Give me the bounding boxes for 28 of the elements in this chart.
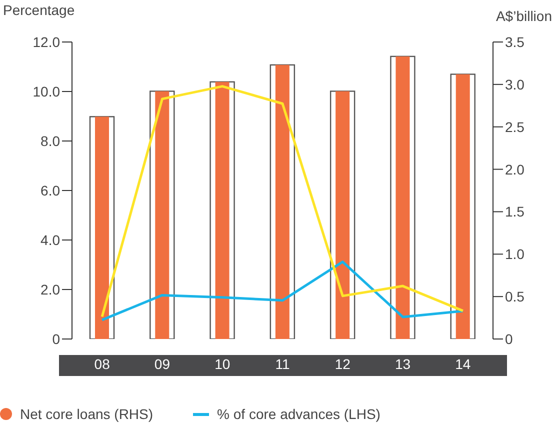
y-tick-label: 4.0	[40, 232, 60, 248]
x-tick-label: 08	[94, 356, 110, 372]
line-series	[100, 260, 464, 322]
y-tick-label: 12.0	[32, 34, 60, 50]
y2-tick-label: 0.5	[505, 288, 525, 305]
y-tick-label: 6.0	[40, 182, 60, 198]
y-axis-title: Percentage	[3, 2, 75, 18]
line-series	[100, 85, 464, 318]
y2-axis-title: A$’billion	[496, 8, 552, 24]
x-tick-label: 09	[154, 356, 170, 372]
y2-tick-label: 2.5	[505, 118, 525, 135]
y2-tick-label: 1.0	[505, 246, 525, 262]
x-tick-label: 11	[275, 356, 290, 372]
y-tick-label: 0	[52, 330, 60, 347]
y2-tick-label: 3.0	[505, 76, 525, 92]
legend-label: Net core loans (RHS)	[20, 406, 154, 422]
x-tick-label: 12	[334, 356, 351, 372]
y2-tick-label: 1.5	[505, 204, 525, 220]
y-tick-label: 10.0	[32, 83, 60, 100]
x-tick-label: 14	[455, 356, 471, 372]
y-tick-label: 8.0	[40, 132, 60, 149]
y2-tick-label: 2.0	[505, 161, 525, 178]
y2-tick-label: 3.5	[505, 34, 525, 50]
x-tick-label: 10	[214, 356, 230, 372]
y-tick-label: 2.0	[40, 281, 60, 298]
legend-label: % of core advances (LHS)	[217, 406, 380, 422]
x-tick-label: 13	[394, 356, 411, 372]
y2-tick-label: 0	[505, 330, 513, 347]
